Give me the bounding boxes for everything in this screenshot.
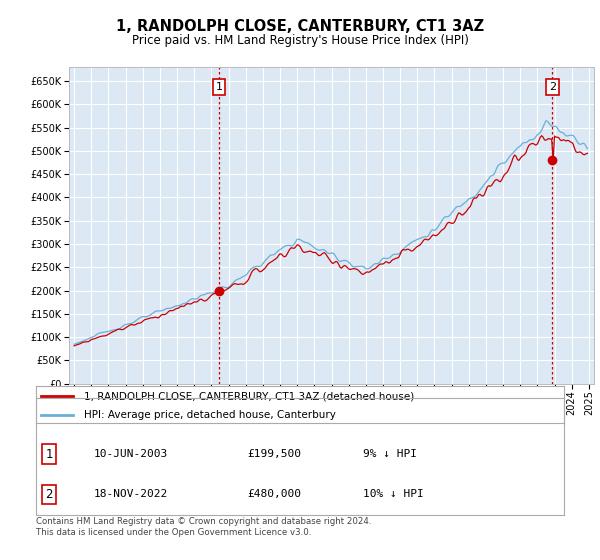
Text: £480,000: £480,000	[247, 489, 301, 500]
Text: 2: 2	[549, 82, 556, 92]
Text: 1: 1	[46, 447, 53, 461]
Text: 9% ↓ HPI: 9% ↓ HPI	[364, 449, 418, 459]
Text: 1, RANDOLPH CLOSE, CANTERBURY, CT1 3AZ: 1, RANDOLPH CLOSE, CANTERBURY, CT1 3AZ	[116, 20, 484, 34]
Text: 1, RANDOLPH CLOSE, CANTERBURY, CT1 3AZ (detached house): 1, RANDOLPH CLOSE, CANTERBURY, CT1 3AZ (…	[83, 391, 414, 401]
Text: Price paid vs. HM Land Registry's House Price Index (HPI): Price paid vs. HM Land Registry's House …	[131, 34, 469, 48]
Text: £199,500: £199,500	[247, 449, 301, 459]
Text: Contains HM Land Registry data © Crown copyright and database right 2024.
This d: Contains HM Land Registry data © Crown c…	[36, 517, 371, 537]
Text: HPI: Average price, detached house, Canterbury: HPI: Average price, detached house, Cant…	[83, 410, 335, 420]
Text: 18-NOV-2022: 18-NOV-2022	[94, 489, 169, 500]
Text: 10% ↓ HPI: 10% ↓ HPI	[364, 489, 424, 500]
Text: 2: 2	[46, 488, 53, 501]
Text: 1: 1	[215, 82, 223, 92]
Text: 10-JUN-2003: 10-JUN-2003	[94, 449, 169, 459]
